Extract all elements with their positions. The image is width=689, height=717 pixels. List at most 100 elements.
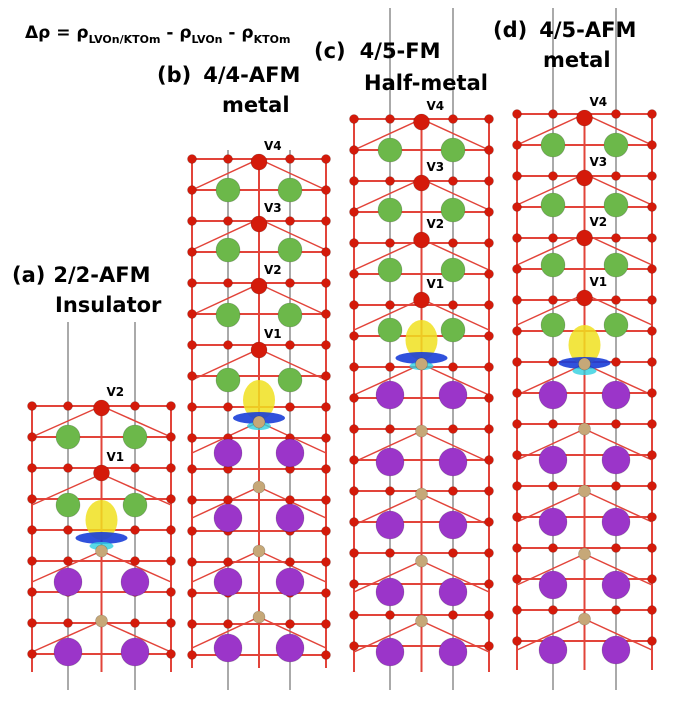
oxygen [130,525,140,535]
bond [353,118,422,151]
atom-label: V3 [427,160,445,174]
bond [353,430,422,463]
oxygen [349,393,359,403]
bond [353,493,422,526]
atom-label: V2 [107,385,125,399]
structures: V2 V1 V4 V3 V2 V1 V4 V3 V2 V1 V4 V3 V2 V1 [27,8,657,690]
oxygen [548,233,558,243]
oxygen [385,424,395,434]
oxygen [512,109,522,119]
oxygen [349,269,359,279]
oxygen [448,362,458,372]
oxygen [321,650,331,660]
k-atom [275,438,305,468]
bond [421,620,490,653]
oxygen [647,450,657,460]
oxygen [130,463,140,473]
bond [584,363,653,396]
oxygen [611,171,621,181]
panel-name: 4/5-FM [360,39,441,63]
oxygen [484,424,494,434]
panel-state: Insulator [55,293,162,317]
oxygen [187,526,197,536]
bond [31,550,102,583]
charge-yellow [85,500,118,540]
oxygen [349,114,359,124]
bond [101,405,172,438]
oxygen [321,526,331,536]
oxygen [166,494,176,504]
atom-label: V1 [590,275,608,289]
k-atom [375,447,405,477]
oxygen [27,525,37,535]
bond [191,218,260,251]
oxygen [512,295,522,305]
oxygen [187,557,197,567]
la-atom [277,302,303,328]
v-atom [93,464,110,482]
v-atom [576,109,593,127]
v-atom [576,289,593,307]
eq-sub: LVOn/KTOm [89,33,161,46]
la-atom [440,197,466,223]
oxygen [187,464,197,474]
oxygen [321,433,331,443]
panel-name: 4/4-AFM [203,63,300,87]
ti-atom [252,480,266,494]
oxygen [611,543,621,553]
k-atom [601,635,631,665]
bond [258,348,327,381]
la-atom [540,252,566,278]
oxygen [285,495,295,505]
oxygen [223,402,233,412]
oxygen [349,641,359,651]
la-atom [377,317,403,343]
oxygen [448,486,458,496]
eq-sep: - ρ [223,23,254,43]
oxygen [512,574,522,584]
oxygen [321,247,331,257]
k-atom [601,445,631,475]
bond [353,560,422,593]
bond [584,233,653,266]
oxygen [548,295,558,305]
oxygen [647,326,657,336]
k-atom [375,637,405,667]
oxygen [548,419,558,429]
bond [31,405,102,438]
k-atom [601,380,631,410]
oxygen [611,481,621,491]
bond [516,173,585,206]
oxygen [349,238,359,248]
oxygen [512,419,522,429]
oxygen [223,278,233,288]
oxygen [484,455,494,465]
oxygen [385,176,395,186]
oxygen [647,388,657,398]
la-atom [215,302,241,328]
ti-atom [415,424,428,438]
la-atom [55,424,81,450]
oxygen [611,233,621,243]
oxygen [484,269,494,279]
oxygen [512,264,522,274]
la-atom [440,257,466,283]
ti-atom [578,547,591,561]
ti-atom [95,544,108,558]
oxygen [512,605,522,615]
oxygen [321,464,331,474]
oxygen [349,331,359,341]
bond [516,233,585,266]
panel-state: Half-metal [364,71,488,95]
oxygen [321,278,331,288]
bond [584,293,653,326]
eq-sub: LVOn [192,33,223,46]
oxygen [63,618,73,628]
oxygen [321,309,331,319]
k-atom [601,570,631,600]
oxygen [512,171,522,181]
ti-atom [578,422,591,436]
atom-label: V1 [264,327,282,341]
oxygen [548,109,558,119]
oxygen [63,401,73,411]
